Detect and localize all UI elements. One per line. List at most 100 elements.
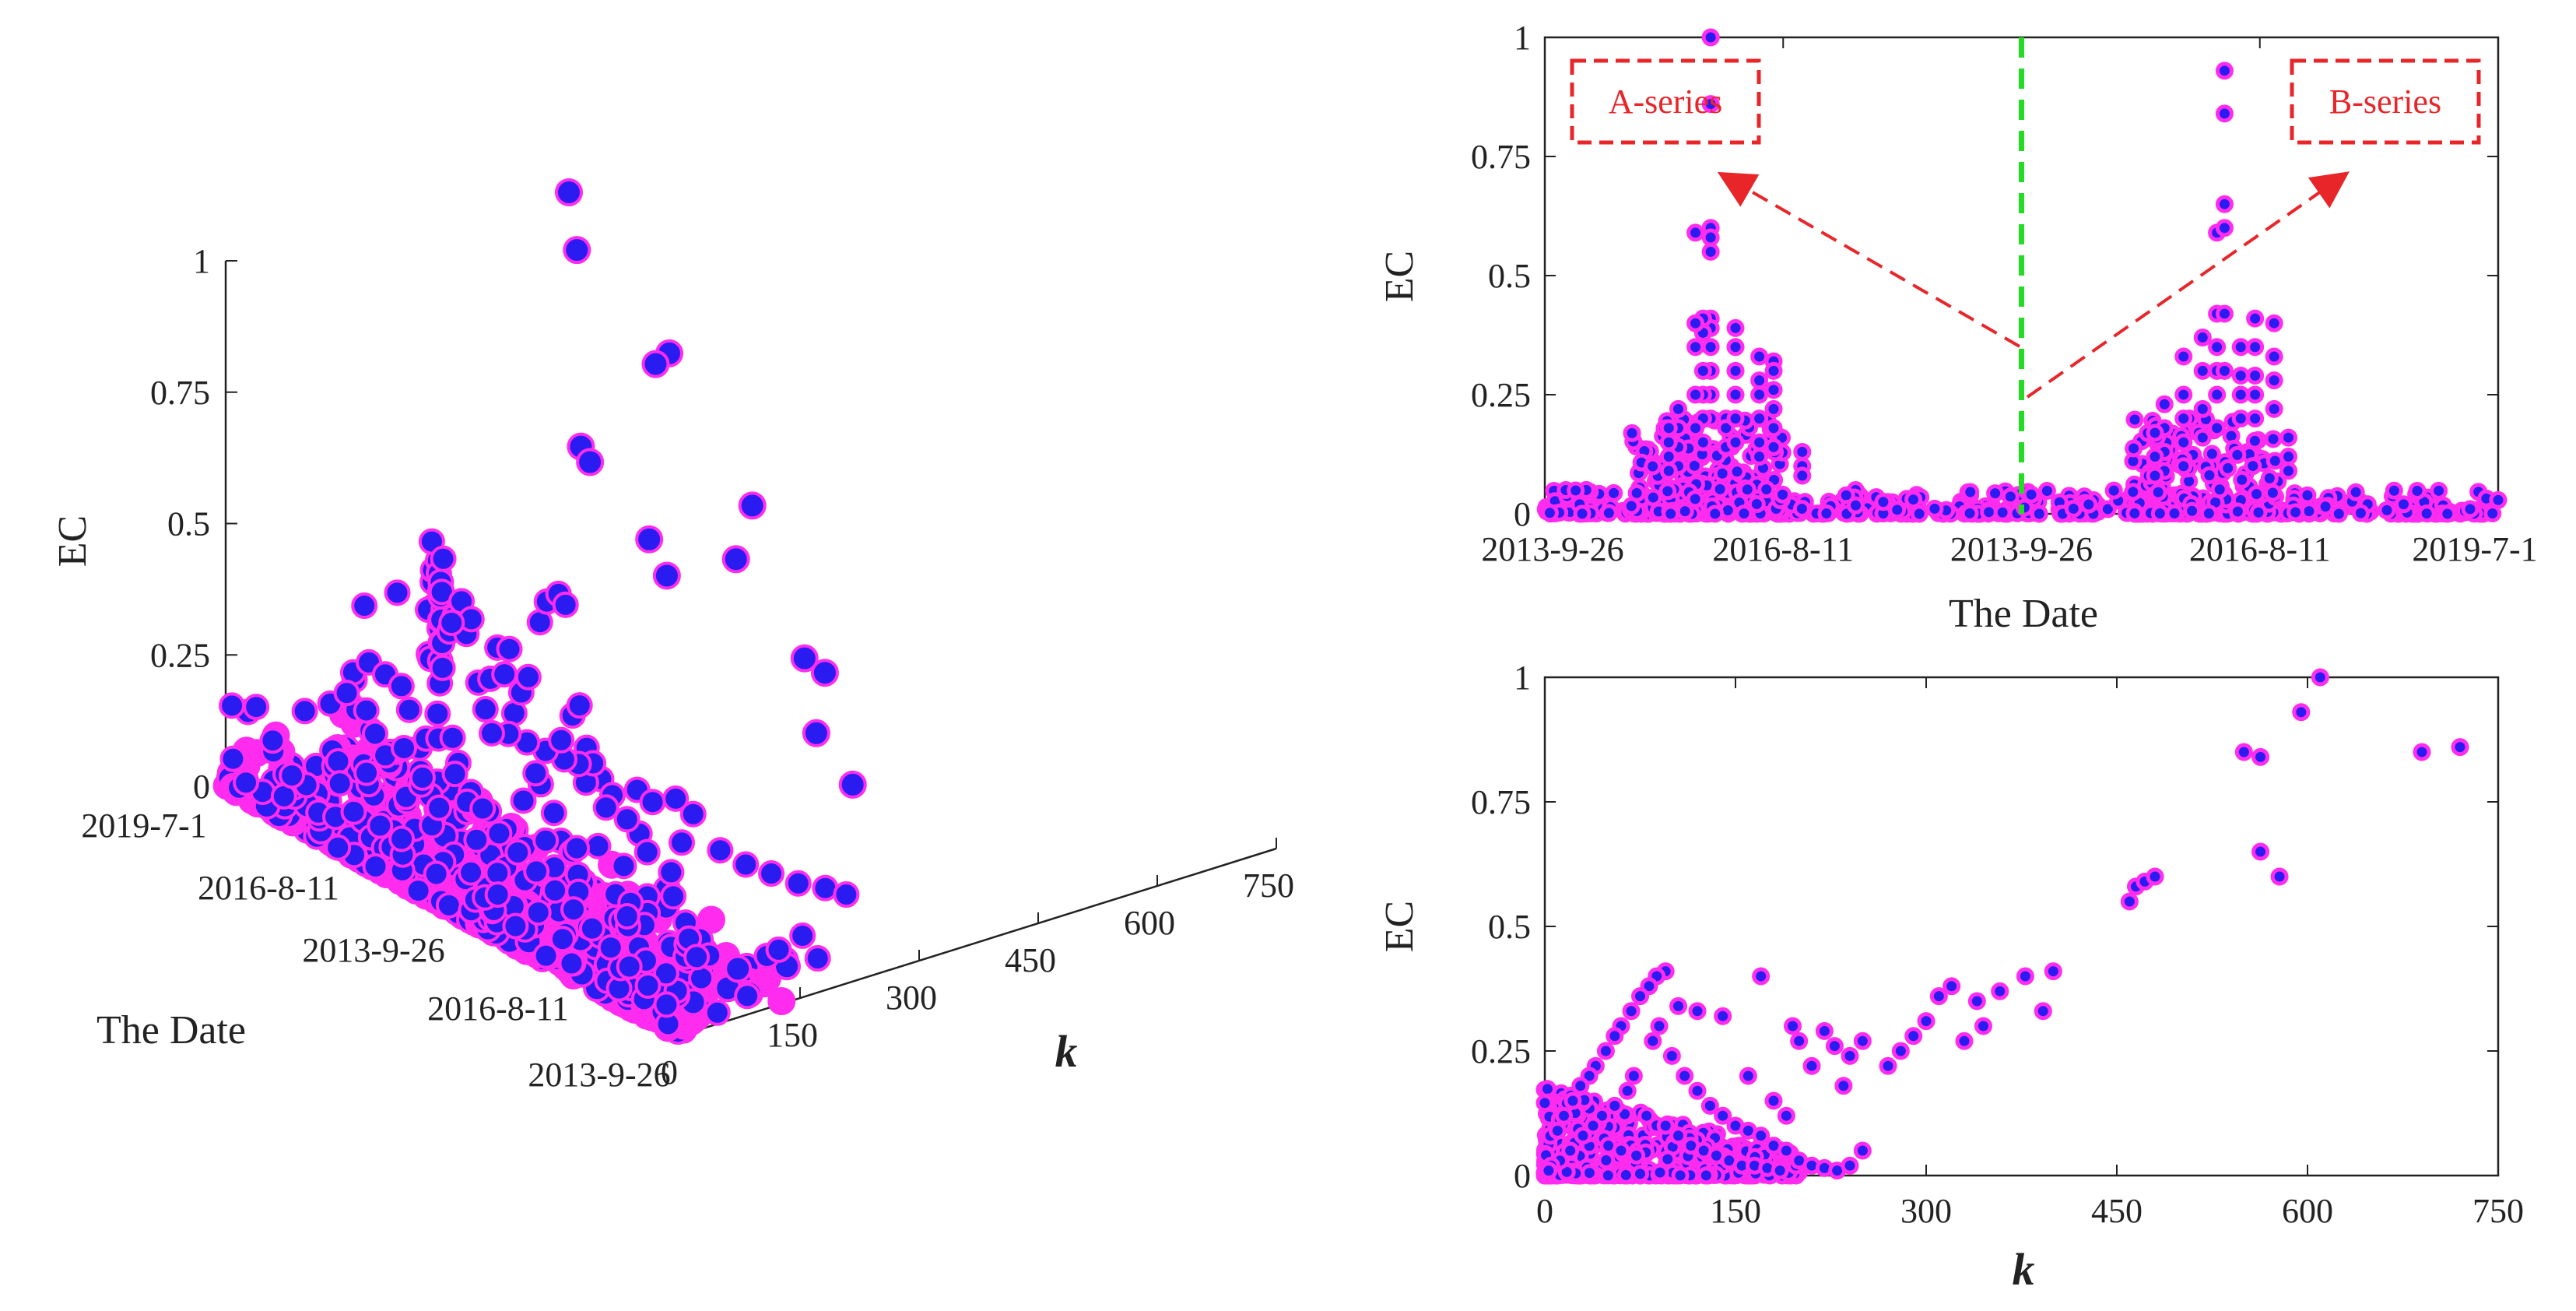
ec-vs-date-point (1726, 433, 1745, 452)
ec-vs-date-point (2316, 497, 2335, 516)
scatter-3d-point (532, 942, 560, 969)
ec-vs-k-point (1596, 1042, 1615, 1060)
ec-vs-date-point (1747, 495, 1766, 514)
ec-vs-date-point (1764, 399, 1783, 418)
ec-vs-date-point (1701, 28, 1720, 47)
y-axis-label: EC (1377, 901, 1422, 952)
scatter-3d-point (522, 760, 549, 787)
ec-vs-date-point (2215, 219, 2234, 237)
ec-vs-date-point (2417, 504, 2436, 523)
z-tick-label: 0.5 (167, 505, 210, 543)
scatter-3d-point (486, 820, 513, 847)
ec-vs-date-point (2246, 409, 2265, 428)
ec-vs-date-point (1573, 504, 1592, 523)
scatter-3d-point (724, 954, 753, 983)
ec-vs-date-point (2124, 483, 2143, 501)
ec-vs-date-point (1659, 419, 1678, 438)
scatter-3d-point (469, 795, 497, 822)
scatter-3d-point (259, 727, 286, 754)
scatter-3d-point (504, 838, 532, 866)
ec-vs-date-point (1676, 502, 1694, 521)
ec-vs-date-point (2150, 504, 2169, 523)
ec-vs-date-point (1817, 504, 1836, 523)
z-ticks: 0 0.25 0.5 0.75 1 (150, 242, 237, 806)
scatter-3d-point (525, 899, 552, 926)
ec-vs-k-point (1790, 1032, 1809, 1050)
ec-vs-date-point (2265, 314, 2283, 332)
ec-vs-k-point (2311, 668, 2329, 687)
scatter-3d-point (549, 926, 576, 953)
y-ticks: 0 0.25 0.5 0.75 1 (1471, 659, 2498, 1195)
ec-vs-k-point (2413, 743, 2431, 761)
scatter-3d-point (652, 960, 679, 987)
ec-vs-date-point (2215, 62, 2234, 80)
ec-vs-k-point (1777, 1106, 1795, 1125)
ec-vs-k-point (1555, 1106, 1573, 1125)
ec-vs-date-point (2246, 338, 2265, 357)
ec-vs-date-point (2165, 504, 2184, 523)
ec-vs-date-point (1726, 385, 1745, 404)
ec-vs-k-point (2234, 743, 2253, 761)
ec-vs-k-point (1656, 1116, 1675, 1135)
scatter-3d-point (291, 698, 318, 725)
ec-vs-date-point (1605, 483, 1623, 502)
ec-vs-k-point (1752, 967, 1771, 986)
scatter-3d-point (361, 720, 388, 747)
ec-vs-k-point (1616, 1165, 1635, 1184)
ec-vs-k-point (1561, 1141, 1580, 1160)
ec-vs-date-point (1757, 480, 1776, 499)
scatter-3d-point (540, 800, 567, 827)
ec-vs-date-point (2263, 483, 2282, 502)
ec-vs-k-point (1714, 1007, 1732, 1025)
y-tick-label: 0.25 (1471, 376, 1531, 414)
scatter-3d-point (340, 798, 367, 825)
scatter-3d-point (384, 579, 411, 606)
scatter-3d-point (548, 726, 575, 754)
ec-vs-date-point (2208, 419, 2227, 438)
ec-vs-date-point (1686, 490, 1704, 508)
ec-vs-k-point (2251, 842, 2270, 861)
ec-vs-date-point (2246, 309, 2265, 328)
ec-vs-k-point (1853, 1032, 1872, 1050)
ec-vs-date-point (1738, 480, 1757, 499)
ec-vs-k-point (1955, 1032, 1974, 1050)
ec-vs-date-point (1711, 480, 1729, 498)
date-axis-label: The Date (97, 1008, 246, 1053)
ec-vs-date-point (2174, 433, 2193, 452)
x-tick-label: 450 (2091, 1192, 2143, 1230)
ec-vs-k-point (1784, 1017, 1802, 1035)
ec-vs-date-point (2246, 367, 2265, 385)
scatter-3d-point (409, 764, 436, 791)
x-tick-label: 2013-9-26 (1950, 530, 2093, 568)
scatter-3d-point (721, 545, 750, 574)
ec-vs-date-point (1750, 347, 1769, 366)
ec-vs-date-point (2378, 501, 2396, 519)
scatter-3d-point (641, 350, 670, 378)
annotation-box (2290, 58, 2481, 145)
ec-vs-date-point (2079, 495, 2098, 514)
ec-vs-date-point (2125, 504, 2144, 522)
scatter-3d-point (219, 745, 247, 772)
ec-vs-k-point (1584, 1116, 1602, 1135)
ec-vs-date-point (2149, 483, 2167, 501)
scatter-3d-point (326, 770, 353, 797)
scatter-3d-point (765, 936, 792, 963)
ec-vs-date-point (2215, 195, 2234, 213)
ec-vs-date-point (1623, 424, 1641, 442)
ec-vs-date-point (1693, 433, 1712, 452)
scatter-3d-point (463, 826, 490, 853)
scatter-3d-point (532, 827, 560, 854)
scatter-3d-point (633, 838, 661, 866)
ec-vs-date-point (1658, 482, 1677, 501)
ec-vs-k-point (1929, 987, 1948, 1006)
scatter-3d-point (523, 858, 550, 885)
ec-vs-date-point (1904, 490, 1923, 509)
ec-vs-date-point (1961, 483, 1980, 501)
ec-vs-k-point (1563, 1091, 1582, 1110)
scatter-3d-point (325, 747, 352, 775)
scatter-3d-point (484, 881, 511, 909)
scatter-3d-point (333, 680, 360, 707)
scatter-3d-point (804, 945, 831, 972)
ec-vs-date-point (2279, 462, 2297, 480)
